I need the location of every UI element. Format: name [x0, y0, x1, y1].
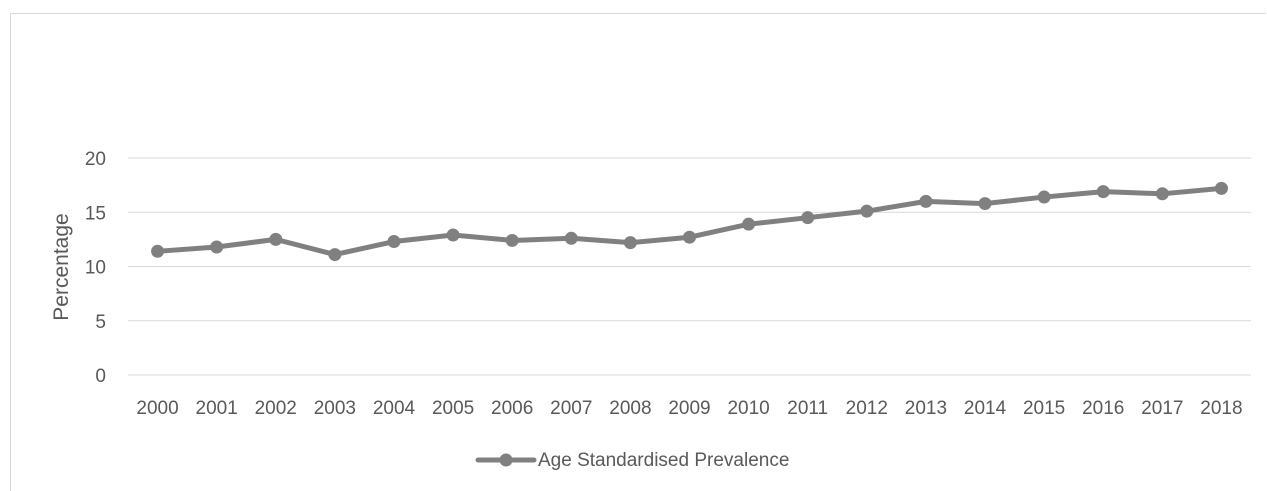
y-tick-label: 20 — [85, 149, 106, 170]
x-tick-label: 2002 — [255, 398, 297, 419]
data-point — [1037, 190, 1051, 204]
data-point — [269, 232, 283, 246]
y-tick-label: 10 — [85, 258, 106, 279]
data-point — [387, 235, 401, 249]
data-point — [978, 197, 992, 211]
data-point — [210, 240, 224, 254]
legend: Age Standardised Prevalence — [475, 450, 789, 471]
x-tick-label: 2010 — [727, 398, 769, 419]
x-tick-label: 2000 — [136, 398, 178, 419]
x-tick-label: 2009 — [668, 398, 710, 419]
x-tick-label: 2018 — [1200, 398, 1242, 419]
data-point — [623, 236, 637, 250]
data-point — [801, 211, 815, 225]
x-tick-label: 2003 — [314, 398, 356, 419]
legend-swatch-marker — [499, 453, 513, 467]
gridlines — [128, 157, 1251, 376]
data-point — [1214, 181, 1228, 195]
x-tick-label: 2016 — [1082, 398, 1124, 419]
x-tick-label: 2011 — [787, 398, 828, 419]
data-point — [1155, 187, 1169, 201]
chart-area — [10, 13, 1266, 491]
data-point — [1096, 185, 1110, 199]
data-point — [505, 233, 519, 247]
data-point — [151, 244, 165, 258]
series-line — [155, 185, 1224, 258]
data-point — [683, 230, 696, 244]
x-tick-label: 2005 — [432, 398, 474, 419]
x-tick-label: 2007 — [550, 398, 592, 419]
y-axis-title: Percentage — [50, 213, 73, 320]
data-point — [328, 248, 342, 262]
x-tick-label: 2004 — [373, 398, 416, 419]
data-point — [446, 228, 460, 242]
y-tick-label: 0 — [95, 366, 106, 387]
data-point — [564, 231, 578, 245]
y-axis-tick-labels: 0 5 10 15 20 — [85, 149, 106, 387]
legend-label: Age Standardised Prevalence — [538, 450, 789, 471]
x-tick-label: 2012 — [846, 398, 888, 419]
x-tick-label: 2015 — [1023, 398, 1065, 419]
x-tick-label: 2014 — [964, 398, 1007, 419]
series-layer — [151, 181, 1228, 262]
x-tick-label: 2006 — [491, 398, 533, 419]
x-tick-label: 2008 — [609, 398, 651, 419]
x-tick-label: 2017 — [1141, 398, 1183, 419]
x-tick-label: 2013 — [905, 398, 947, 419]
x-axis-tick-labels: 2000 2001 2002 2003 2004 2005 2006 2007 2008 2009… — [136, 398, 1242, 419]
data-point — [742, 217, 756, 231]
data-point — [860, 204, 874, 218]
y-tick-label: 5 — [95, 312, 106, 333]
data-point — [919, 194, 933, 208]
x-tick-label: 2001 — [196, 398, 238, 419]
y-tick-label: 15 — [85, 203, 106, 224]
